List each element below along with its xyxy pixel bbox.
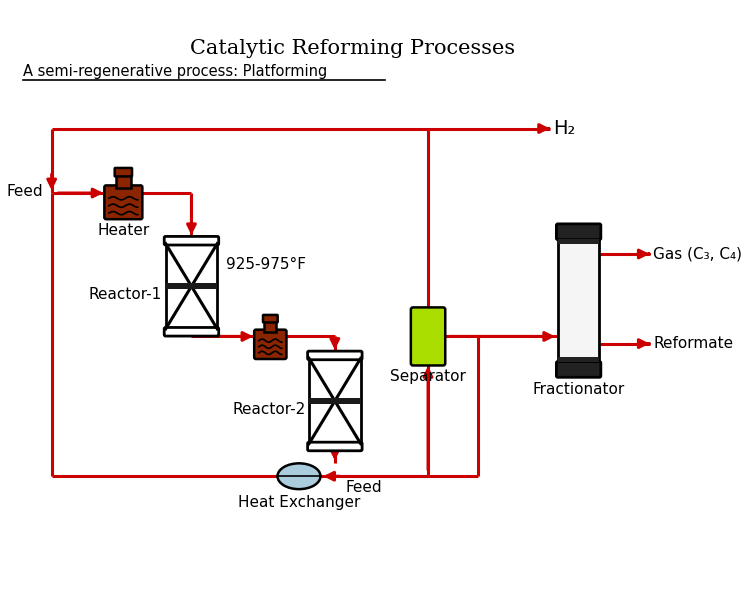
- FancyBboxPatch shape: [556, 224, 601, 239]
- FancyBboxPatch shape: [164, 327, 219, 336]
- Bar: [309, 358, 361, 444]
- Bar: [116, 175, 130, 188]
- Text: Reactor-2: Reactor-2: [232, 402, 305, 417]
- Text: Heater: Heater: [98, 223, 149, 238]
- Bar: [309, 398, 361, 404]
- FancyBboxPatch shape: [263, 315, 278, 323]
- FancyBboxPatch shape: [556, 362, 601, 377]
- Bar: [264, 321, 276, 332]
- Text: Feed: Feed: [346, 480, 382, 495]
- Bar: [558, 357, 599, 362]
- Ellipse shape: [278, 463, 320, 489]
- Text: Catalytic Reforming Processes: Catalytic Reforming Processes: [190, 39, 515, 58]
- FancyBboxPatch shape: [308, 442, 362, 451]
- Text: Reformate: Reformate: [653, 336, 734, 351]
- Bar: [558, 232, 599, 369]
- Text: H₂: H₂: [554, 119, 576, 138]
- Text: Gas (C₃, C₄): Gas (C₃, C₄): [653, 247, 742, 261]
- FancyBboxPatch shape: [308, 351, 362, 360]
- FancyBboxPatch shape: [254, 330, 286, 359]
- Text: A semi-regenerative process: Platforming: A semi-regenerative process: Platforming: [23, 64, 327, 79]
- FancyBboxPatch shape: [164, 236, 219, 245]
- FancyBboxPatch shape: [411, 308, 446, 365]
- FancyBboxPatch shape: [115, 168, 132, 176]
- Text: 925-975°F: 925-975°F: [226, 257, 306, 272]
- Bar: [166, 244, 218, 329]
- Bar: [558, 239, 599, 244]
- Text: Separator: Separator: [390, 369, 466, 384]
- FancyBboxPatch shape: [104, 185, 142, 219]
- Bar: [166, 283, 218, 289]
- Text: Feed: Feed: [7, 184, 43, 199]
- Text: Reactor-1: Reactor-1: [88, 287, 162, 302]
- Text: Fractionator: Fractionator: [532, 381, 625, 397]
- Text: Heat Exchanger: Heat Exchanger: [238, 495, 360, 510]
